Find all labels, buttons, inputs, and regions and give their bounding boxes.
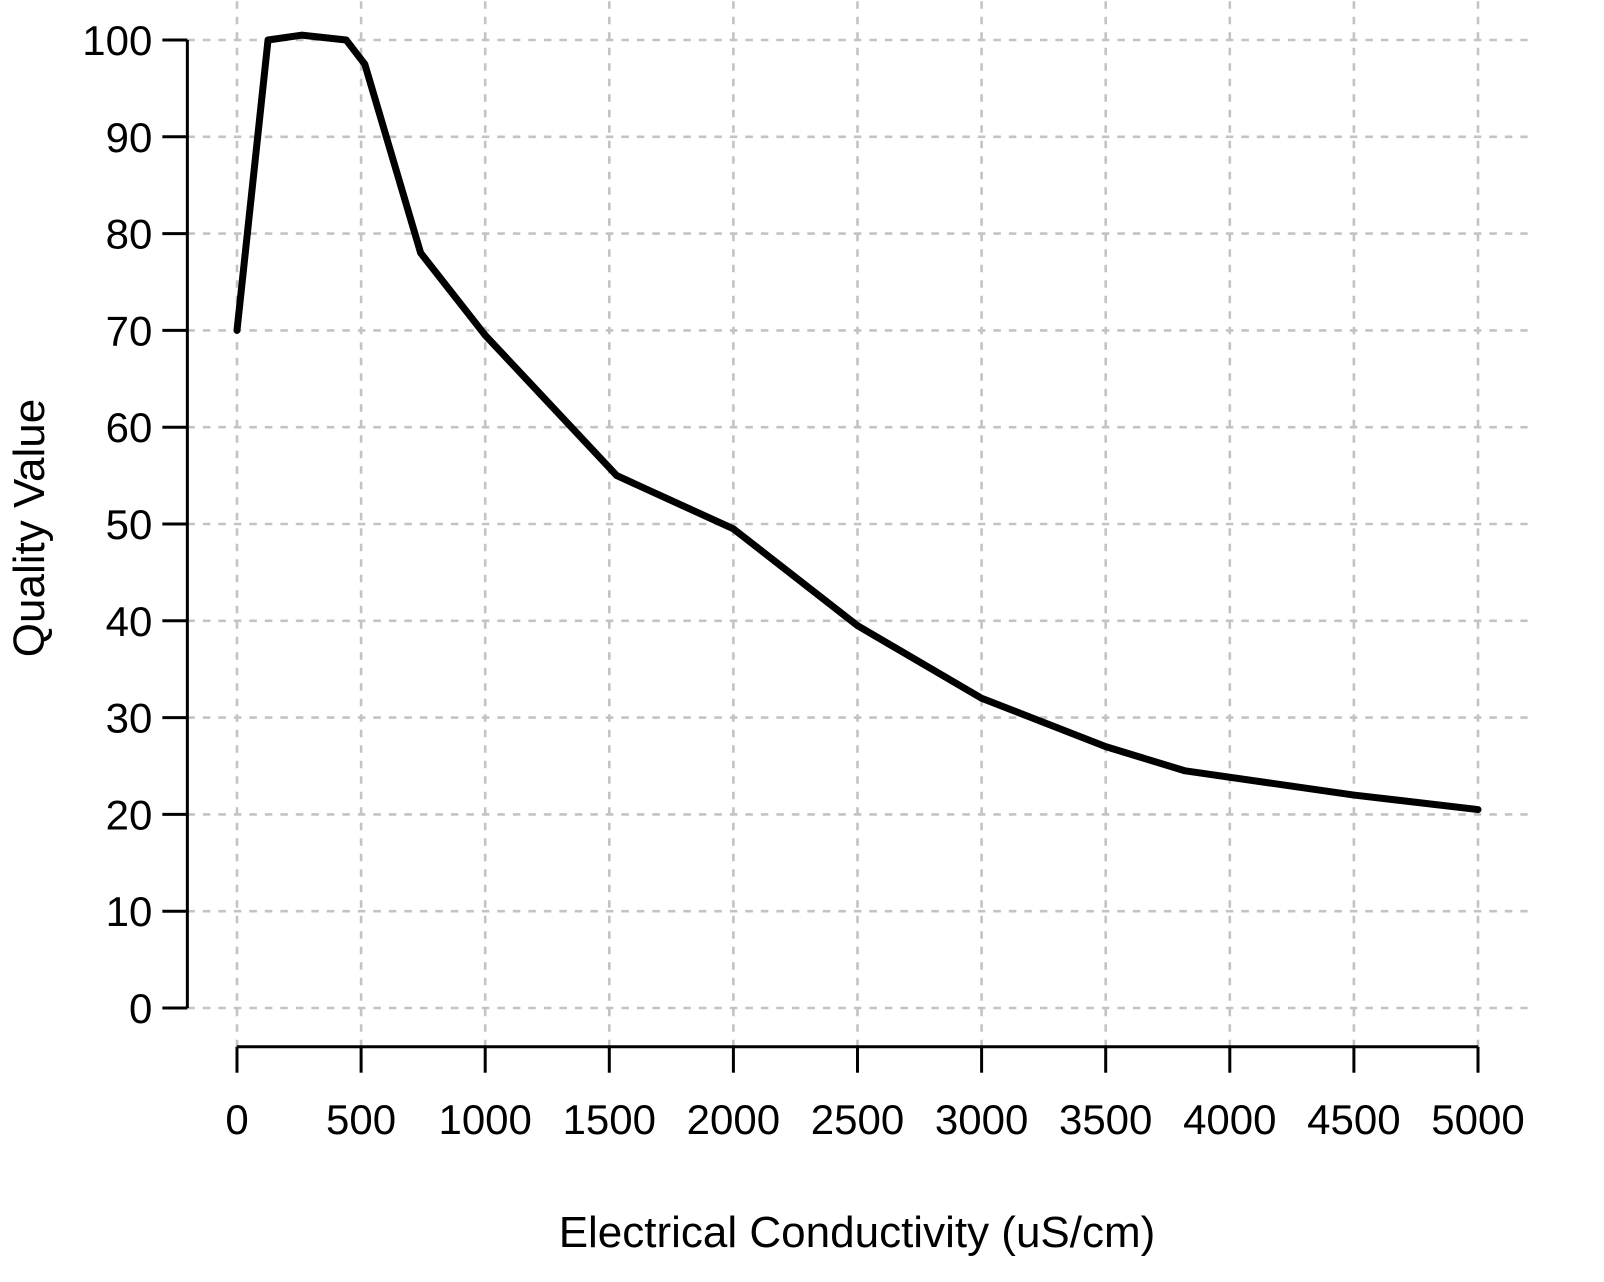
x-tick-label: 4500 <box>1307 1096 1400 1143</box>
x-tick-label: 500 <box>326 1096 396 1143</box>
x-tick-label: 1000 <box>438 1096 531 1143</box>
y-tick-label: 30 <box>106 695 153 742</box>
y-tick-label: 90 <box>106 114 153 161</box>
y-tick-label: 10 <box>106 888 153 935</box>
y-tick-label: 70 <box>106 307 153 354</box>
y-tick-label: 80 <box>106 211 153 258</box>
x-tick-label: 2500 <box>811 1096 904 1143</box>
quality-curve <box>233 31 1482 814</box>
y-axis-title: Quality Value <box>5 399 54 657</box>
x-tick-label: 5000 <box>1431 1096 1524 1143</box>
y-tick-label: 60 <box>106 404 153 451</box>
x-tick-label: 3500 <box>1059 1096 1152 1143</box>
x-tick-label: 1500 <box>563 1096 656 1143</box>
gridlines <box>187 1 1528 1047</box>
y-tick-label: 0 <box>129 985 152 1032</box>
x-tick-label: 4000 <box>1183 1096 1276 1143</box>
y-tick-label: 20 <box>106 791 153 838</box>
y-tick-label: 50 <box>106 501 153 548</box>
axes: 0 500 1000 1500 2000 2500 3000 3500 4000 4500 5000… <box>82 17 1524 1143</box>
y-tick-label: 100 <box>82 17 152 64</box>
x-tick-label: 3000 <box>935 1096 1028 1143</box>
x-axis-title: Electrical Conductivity (uS/cm) <box>559 1208 1156 1257</box>
x-tick-label: 2000 <box>687 1096 780 1143</box>
y-tick-label: 40 <box>106 598 153 645</box>
series-polyline-quality-vs-conductivity <box>233 31 1482 814</box>
x-tick-label: 0 <box>225 1096 248 1143</box>
